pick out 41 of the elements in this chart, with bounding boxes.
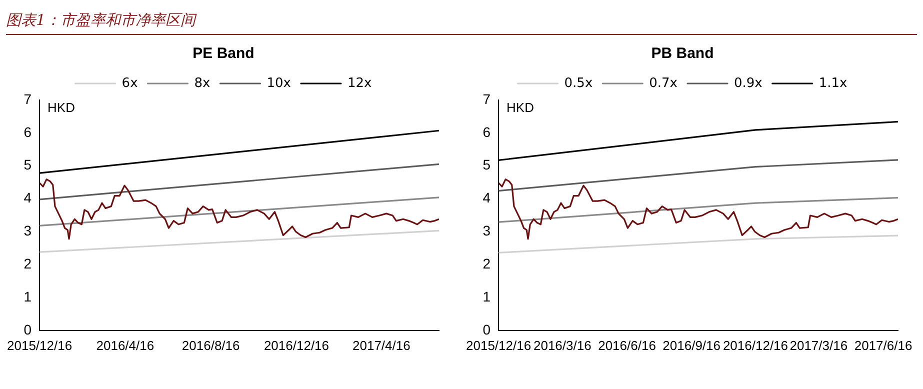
x-tick-label: 2017/6/16 <box>854 338 912 353</box>
y-tick-label: 6 <box>24 124 32 140</box>
y-axis-title: HKD <box>506 100 534 116</box>
legend-label: 1.1x <box>818 76 848 91</box>
y-tick-label: 4 <box>482 190 491 206</box>
chart-title: PB Band <box>651 45 714 62</box>
legend-label: 0.9x <box>734 76 763 91</box>
y-tick-label: 1 <box>24 288 32 304</box>
y-tick-label: 3 <box>24 222 32 239</box>
legend-label: 8x <box>194 76 211 91</box>
x-tick-label: 2017/3/16 <box>790 338 848 353</box>
x-tick-label: 2016/6/16 <box>598 338 656 353</box>
y-tick-label: 4 <box>24 190 32 206</box>
y-tick-label: 5 <box>482 156 491 173</box>
x-tick-label: 2016/12/16 <box>722 338 788 353</box>
x-tick-label: 2016/12/16 <box>264 338 330 353</box>
x-tick-label: 2017/4/16 <box>352 338 410 353</box>
y-tick-label: 0 <box>482 321 491 338</box>
chart-title: PE Band <box>192 45 254 62</box>
text: 图表1：市盈率和市净率区间 <box>6 11 196 31</box>
y-tick-label: 0 <box>24 321 32 338</box>
y-tick-label: 2 <box>24 255 32 272</box>
legend-label: 0.5x <box>564 76 593 91</box>
x-tick-label: 2015/12/16 <box>466 338 532 353</box>
x-tick-label: 2016/4/16 <box>96 338 154 353</box>
y-tick-label: 7 <box>24 90 32 107</box>
y-tick-label: 1 <box>482 288 491 304</box>
y-tick-label: 6 <box>482 124 491 140</box>
y-axis-title: HKD <box>48 100 75 116</box>
x-tick-label: 2016/3/16 <box>533 338 592 353</box>
x-tick-label: 2016/8/16 <box>182 338 240 353</box>
legend-label: 10x <box>266 76 292 91</box>
x-tick-label: 2015/12/16 <box>6 338 72 353</box>
y-tick-label: 7 <box>482 90 491 107</box>
legend-label: 6x <box>122 76 138 91</box>
legend-label: 12x <box>347 76 372 91</box>
legend-label: 0.7x <box>649 76 678 91</box>
x-tick-label: 2016/9/16 <box>662 338 721 353</box>
y-tick-label: 2 <box>482 255 491 272</box>
y-tick-label: 3 <box>482 222 491 239</box>
y-tick-label: 5 <box>24 156 32 173</box>
